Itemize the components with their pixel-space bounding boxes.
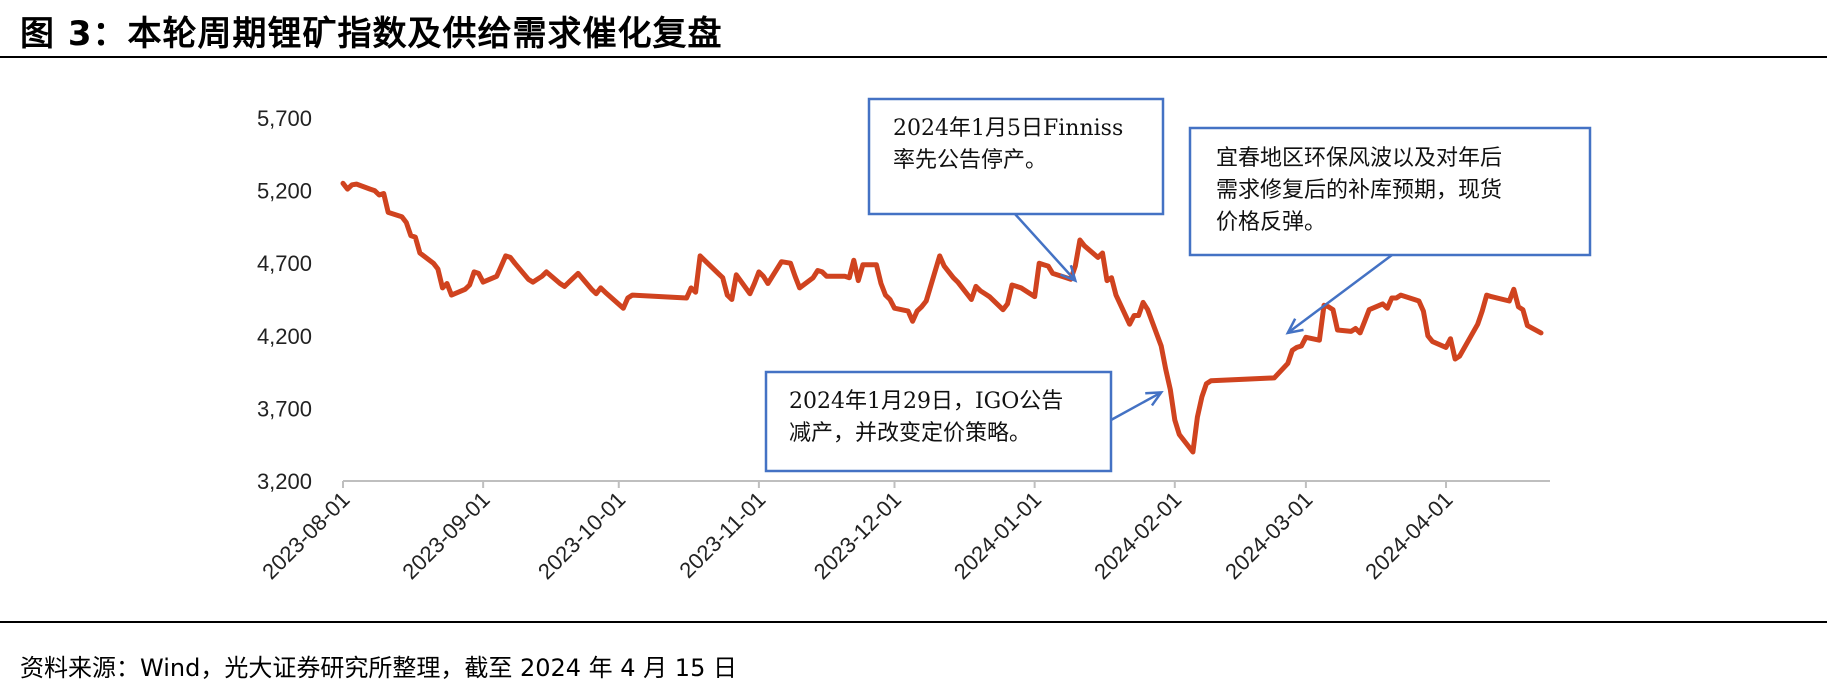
annotation-text: 2024年1月5日Finniss — [893, 116, 1123, 141]
x-tick-label: 2024-04-01 — [1360, 487, 1457, 584]
annotation-text: 率先公告停产。 — [893, 148, 1047, 173]
annotation-text: 价格反弹。 — [1216, 210, 1326, 235]
y-tick-label: 5,700 — [257, 106, 312, 131]
source-note: 资料来源：Wind，光大证券研究所整理，截至 2024 年 4 月 15 日 — [20, 654, 737, 682]
y-tick-label: 3,700 — [257, 396, 312, 421]
x-tick-label: 2024-02-01 — [1089, 487, 1186, 584]
x-tick-label: 2023-08-01 — [257, 487, 354, 584]
x-tick-label: 2023-10-01 — [533, 487, 630, 584]
annotation-arrow — [1287, 253, 1393, 334]
x-axis: 2023-08-01 2023-09-01 2023-10-01 2023-11-01… — [257, 480, 1550, 584]
annotation-text: 2024年1月29日，IGO公告 — [789, 389, 1063, 414]
y-tick-label: 3,200 — [257, 469, 312, 494]
lithium-index-line-chart: 5,700 5,200 4,700 4,200 3,700 3,200 2023-08-0… — [257, 97, 1592, 584]
x-tick-label: 2024-01-01 — [949, 487, 1046, 584]
x-tick-label: 2023-09-01 — [397, 487, 494, 584]
annotation-arrowhead — [1145, 391, 1164, 407]
y-axis: 5,700 5,200 4,700 4,200 3,700 3,200 — [257, 106, 312, 494]
y-tick-label: 4,200 — [257, 324, 312, 349]
annotation-callout: 2024年1月5日Finniss 率先公告停产。 — [867, 97, 1165, 283]
annotation-box — [1188, 126, 1592, 257]
annotation-arrowhead — [1060, 264, 1078, 283]
annotation-arrow — [1014, 213, 1077, 282]
series-layer — [340, 180, 1544, 455]
x-tick-label: 2023-12-01 — [809, 487, 906, 584]
x-tick-label: 2024-03-01 — [1220, 487, 1317, 584]
annotation-box — [764, 370, 1113, 473]
figure-title: 图 3：本轮周期锂矿指数及供给需求催化复盘 — [20, 14, 723, 54]
annotation-arrow — [1110, 391, 1162, 422]
title-divider — [0, 56, 1827, 58]
annotation-arrowhead — [1285, 318, 1304, 335]
y-tick-label: 4,700 — [257, 251, 312, 276]
annotations-layer: 2024年1月5日Finniss 率先公告停产。 宜春地区环保风波以及对年后需求修复… — [764, 97, 1592, 473]
annotation-text: 需求修复后的补库预期，现货 — [1216, 178, 1502, 203]
source-divider — [0, 621, 1827, 623]
lithium-index-series-line — [340, 180, 1544, 455]
annotation-text: 减产，并改变定价策略。 — [789, 421, 1031, 446]
annotation-box — [867, 97, 1165, 216]
x-tick-label: 2023-11-01 — [674, 487, 770, 583]
annotation-text: 宜春地区环保风波以及对年后 — [1216, 146, 1502, 171]
y-tick-label: 5,200 — [257, 179, 312, 204]
